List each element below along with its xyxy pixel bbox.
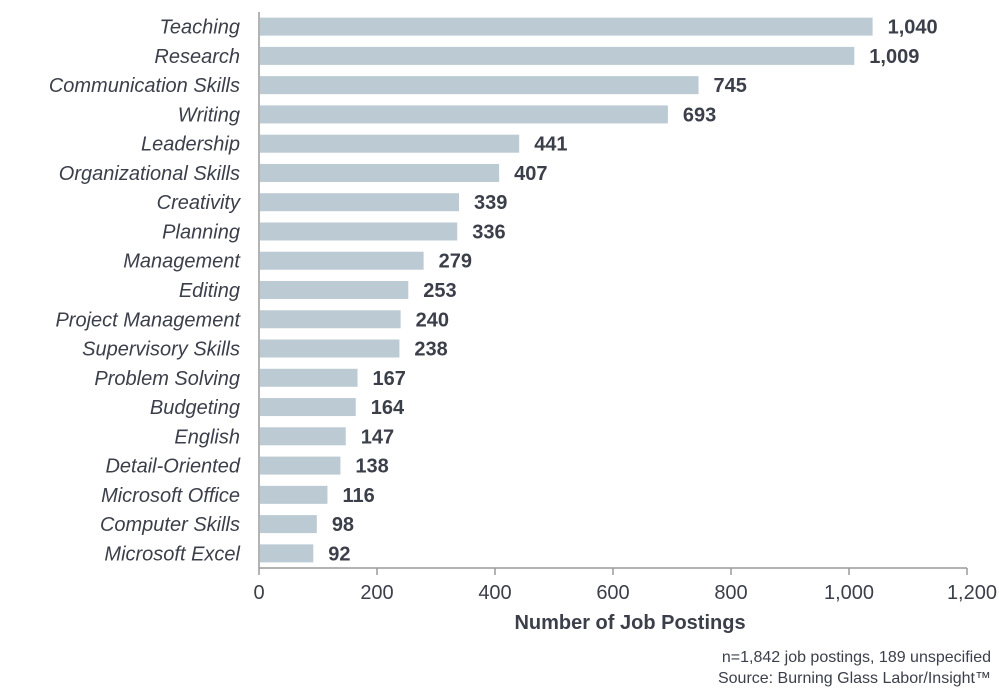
- x-tick-label: 1,200: [947, 582, 997, 604]
- bar: [260, 251, 424, 270]
- value-label: 238: [414, 339, 447, 361]
- bar: [260, 46, 855, 65]
- value-label: 98: [332, 514, 354, 536]
- category-label: English: [174, 426, 240, 448]
- sample-size-note: n=1,842 job postings, 189 unspecified: [721, 649, 991, 666]
- category-label: Problem Solving: [94, 368, 240, 390]
- x-tick-label: 600: [596, 582, 629, 604]
- bar: [260, 398, 356, 417]
- category-label: Organizational Skills: [59, 163, 240, 185]
- category-label: Budgeting: [150, 397, 240, 419]
- bar: [260, 544, 314, 563]
- bar: [260, 485, 328, 504]
- bar: [260, 515, 317, 534]
- value-label: 745: [714, 75, 747, 97]
- category-label: Computer Skills: [100, 514, 240, 536]
- x-tick-label: 200: [360, 582, 393, 604]
- x-ticks: 0 200 400 600 800 1,000 1,200: [253, 568, 997, 604]
- value-label: 1,040: [888, 17, 938, 39]
- category-label: Project Management: [55, 309, 241, 331]
- bar: [260, 339, 400, 358]
- value-label: 253: [423, 280, 456, 302]
- category-labels: Teaching Research Communication Skills Writ…: [49, 17, 242, 566]
- bar: [260, 222, 458, 241]
- value-label: 693: [683, 104, 716, 126]
- value-label: 441: [534, 134, 567, 156]
- category-label: Management: [123, 251, 241, 273]
- category-label: Research: [154, 46, 240, 68]
- x-tick-label: 800: [714, 582, 747, 604]
- category-label: Editing: [179, 280, 240, 302]
- bar: [260, 163, 500, 182]
- category-label: Planning: [162, 221, 240, 243]
- x-tick-label: 1,000: [824, 582, 874, 604]
- category-label: Microsoft Excel: [104, 543, 240, 565]
- value-label: 167: [373, 368, 406, 390]
- category-label: Teaching: [160, 17, 240, 39]
- bar: [260, 134, 520, 153]
- bar-chart: Teaching Research Communication Skills Writ…: [49, 12, 997, 634]
- bar: [260, 310, 401, 329]
- category-label: Microsoft Office: [101, 485, 240, 507]
- value-label: 138: [355, 456, 388, 478]
- bars-group: [260, 17, 873, 563]
- category-label: Supervisory Skills: [82, 339, 240, 361]
- value-label: 279: [439, 251, 472, 273]
- value-label: 92: [328, 543, 350, 565]
- bar: [260, 456, 341, 475]
- bar: [260, 105, 668, 124]
- x-tick-label: 0: [253, 582, 264, 604]
- category-label: Communication Skills: [49, 75, 240, 97]
- bar: [260, 76, 699, 95]
- value-label: 164: [371, 397, 405, 419]
- value-label: 116: [342, 485, 374, 507]
- category-label: Creativity: [157, 192, 241, 214]
- category-label: Writing: [178, 104, 240, 126]
- value-label: 240: [416, 309, 449, 331]
- bar: [260, 193, 460, 212]
- bar: [260, 17, 873, 36]
- value-label: 336: [472, 221, 505, 243]
- bar: [260, 281, 409, 299]
- category-label: Leadership: [141, 134, 240, 156]
- category-label: Detail-Oriented: [105, 456, 240, 478]
- bar: [260, 427, 346, 446]
- value-label: 1,009: [869, 46, 919, 68]
- value-label: 339: [474, 192, 507, 214]
- value-label: 407: [514, 163, 547, 185]
- x-tick-label: 400: [478, 582, 511, 604]
- value-label: 147: [361, 426, 394, 448]
- x-axis-title: Number of Job Postings: [514, 612, 745, 634]
- source-note: Source: Burning Glass Labor/Insight™: [717, 670, 991, 687]
- bar: [260, 368, 358, 387]
